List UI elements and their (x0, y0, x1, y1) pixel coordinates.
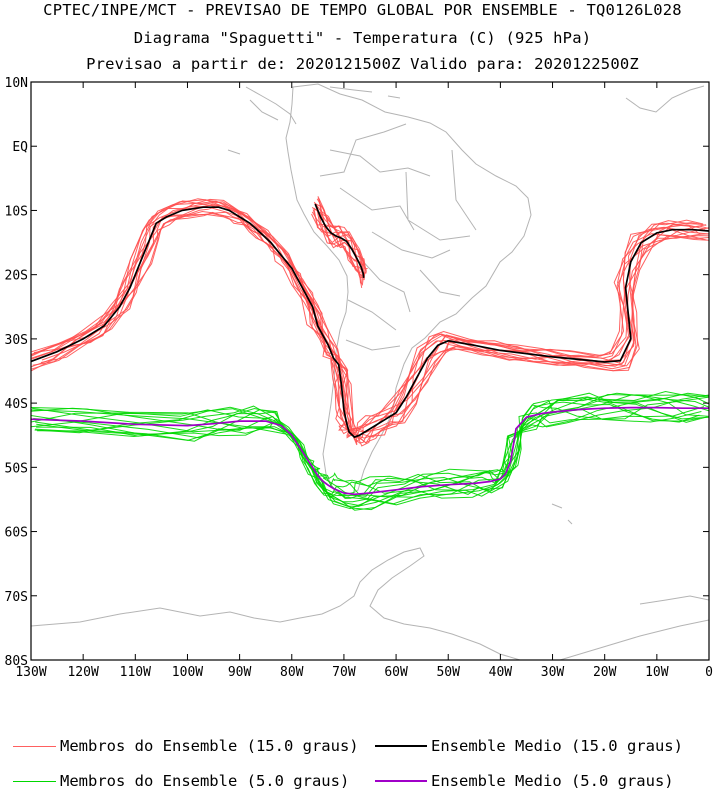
y-tick-label: 80S (5, 654, 28, 669)
legend-item-mean-15: Ensemble Medio (15.0 graus) (375, 736, 683, 756)
legend-label-mean-5: Ensemble Medio (5.0 graus) (431, 772, 674, 790)
y-tick-label: 30S (5, 333, 28, 348)
legend-label-members-5: Membros do Ensemble (5.0 graus) (60, 772, 350, 790)
south-georgia-islands (551, 503, 573, 525)
y-axis: 10N EQ 10S 20S 30S 40S 50S 60S 70S 80S (5, 76, 709, 669)
ensemble-means (31, 203, 709, 496)
x-tick-label: 40W (489, 665, 513, 680)
chart-title: CPTEC/INPE/MCT - PREVISAO DE TEMPO GLOBA… (43, 1, 682, 19)
ensemble-member-5-line (35, 396, 708, 499)
y-tick-label: 10S (5, 204, 28, 219)
ensemble-member-15-line (31, 201, 707, 444)
y-tick-label: 70S (5, 590, 28, 605)
caribbean-islands (227, 85, 705, 155)
ensemble-member-15-coast-line (316, 206, 367, 279)
ensemble-mean-15-coast-line (314, 203, 365, 278)
x-axis: 130W 120W 110W 100W 90W 80W 70W 60W 50W 40W 30W 20W… (15, 82, 713, 680)
ensemble-member-15-line (31, 203, 706, 439)
ensemble-member-5-line (31, 394, 709, 506)
y-tick-label: 10N (5, 76, 28, 91)
spaghetti-chart: 130W 120W 110W 100W 90W 80W 70W 60W 50W 40W 30W 20W… (5, 76, 713, 680)
legend-label-members-15: Membros do Ensemble (15.0 graus) (60, 737, 359, 755)
central-america-coastline (245, 86, 297, 125)
legend-item-members-15: Membros do Ensemble (15.0 graus) (13, 736, 359, 756)
x-tick-label: 30W (541, 665, 565, 680)
ensemble-member-15-line (31, 211, 704, 433)
x-tick-label: 20W (593, 665, 617, 680)
ensemble-member-5-line (37, 398, 700, 496)
y-tick-label: 60S (5, 526, 28, 541)
legend-item-mean-5: Ensemble Medio (5.0 graus) (375, 771, 674, 791)
x-tick-label: 70W (332, 665, 356, 680)
legend-swatch-members-15 (13, 745, 56, 747)
ensemble-members-5-graus (31, 390, 709, 511)
x-tick-label: 50W (436, 665, 460, 680)
x-tick-label: 0 (705, 665, 713, 680)
x-tick-label: 130W (15, 665, 46, 680)
antarctica-coastline (31, 547, 709, 660)
ensemble-member-15-coast-line (311, 206, 363, 279)
ensemble-mean-5-line (31, 406, 709, 496)
ensemble-member-15-line (31, 198, 709, 444)
y-tick-label: 20S (5, 269, 28, 284)
ensemble-member-15-coast-line (311, 213, 362, 284)
legend: Membros do Ensemble (15.0 graus) Ensembl… (0, 728, 725, 792)
ensemble-member-5-line (31, 404, 705, 498)
ensemble-member-15-coast-line (311, 211, 363, 288)
ensemble-member-5-line (36, 392, 709, 503)
legend-label-mean-15: Ensemble Medio (15.0 graus) (431, 737, 683, 755)
x-tick-label: 110W (120, 665, 151, 680)
x-tick-label: 60W (384, 665, 408, 680)
x-tick-label: 100W (172, 665, 203, 680)
chart-subtitle-dates: Previsao a partir de: 2020121500Z Valido… (86, 55, 639, 73)
south-america-coastline (285, 83, 532, 499)
y-tick-label: EQ (12, 140, 28, 155)
ensemble-member-15-line (40, 199, 709, 446)
x-tick-label: 120W (67, 665, 98, 680)
plot-frame (30, 81, 710, 661)
y-tick-label: 40S (5, 397, 28, 412)
legend-item-members-5: Membros do Ensemble (5.0 graus) (13, 771, 349, 791)
x-tick-label: 80W (280, 665, 304, 680)
ensemble-member-15-coast-line (313, 209, 364, 286)
x-tick-label: 90W (228, 665, 252, 680)
ensemble-member-15-coast-line (318, 199, 367, 273)
ensemble-member-5-line (31, 394, 709, 511)
coastline-map (31, 83, 709, 660)
ensemble-member-5-line (34, 401, 700, 497)
legend-swatch-mean-15 (375, 745, 427, 747)
x-tick-label: 10W (645, 665, 669, 680)
ensemble-member-15-line (32, 205, 709, 437)
chart-subtitle: Diagrama "Spaguetti" - Temperatura (C) (… (133, 29, 592, 47)
legend-swatch-members-5 (13, 780, 56, 782)
ensemble-member-15-line (31, 205, 701, 439)
ensemble-mean-15-line (31, 206, 709, 439)
ensemble-member-15-line (33, 200, 709, 447)
country-borders (319, 123, 477, 351)
y-tick-label: 50S (5, 461, 28, 476)
ensemble-member-15-line (31, 212, 707, 431)
legend-swatch-mean-5 (375, 780, 427, 782)
ensemble-member-15-line (34, 198, 709, 444)
